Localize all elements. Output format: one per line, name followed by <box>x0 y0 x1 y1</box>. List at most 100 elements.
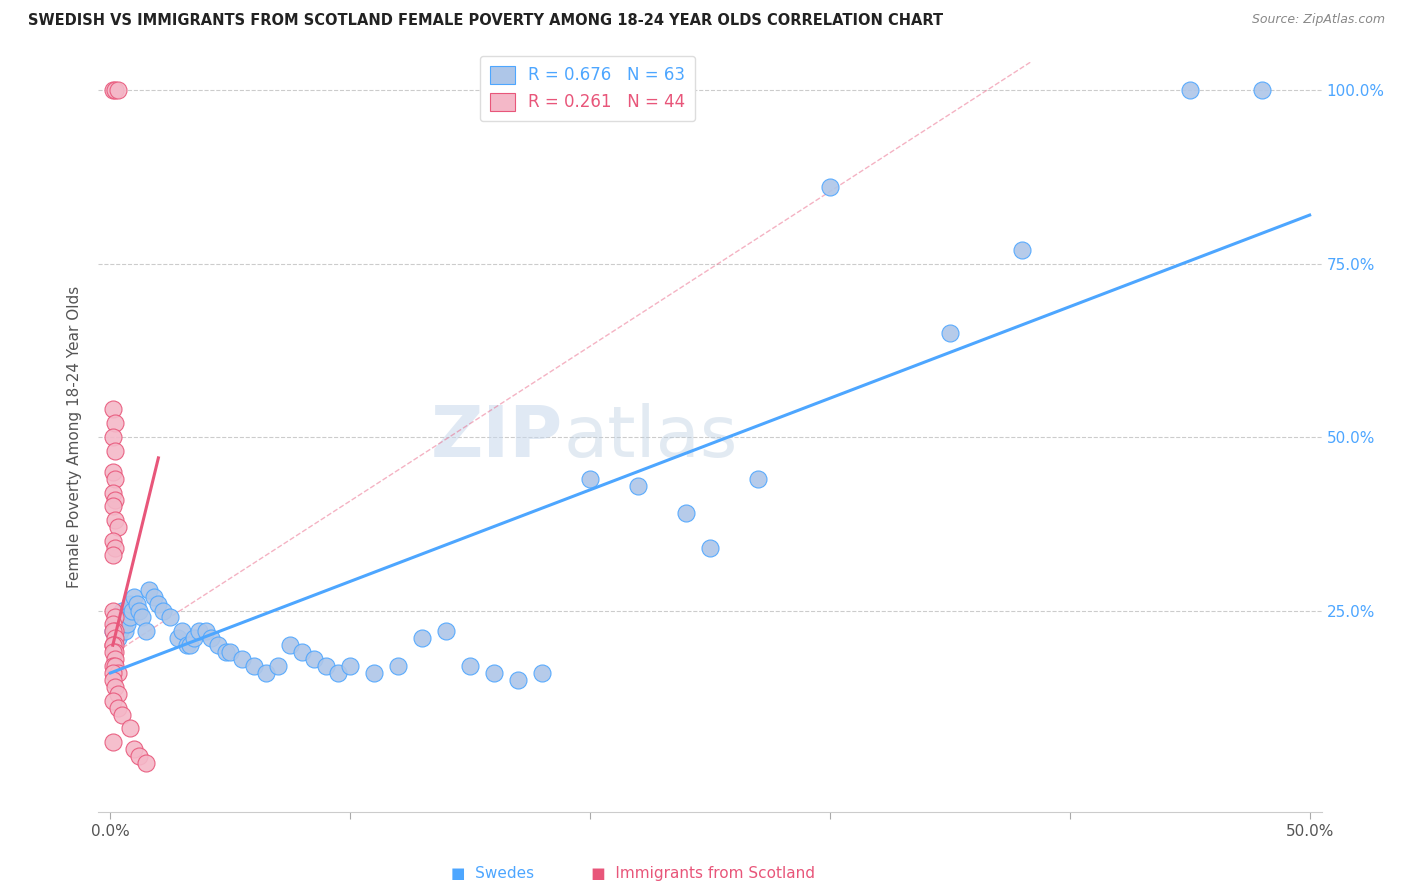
Point <box>219 645 242 659</box>
Point <box>148 597 170 611</box>
Point <box>131 610 153 624</box>
Point <box>363 665 385 680</box>
Point <box>107 700 129 714</box>
Point <box>101 673 124 687</box>
Point <box>111 617 134 632</box>
Point <box>278 638 301 652</box>
Point <box>214 645 236 659</box>
Point <box>166 632 188 646</box>
Point <box>128 749 150 764</box>
Point <box>254 665 277 680</box>
Point <box>104 652 127 666</box>
Point <box>101 624 124 639</box>
Point <box>101 665 124 680</box>
Text: SWEDISH VS IMMIGRANTS FROM SCOTLAND FEMALE POVERTY AMONG 18-24 YEAR OLDS CORRELA: SWEDISH VS IMMIGRANTS FROM SCOTLAND FEMA… <box>28 13 943 29</box>
Legend: R = 0.676   N = 63, R = 0.261   N = 44: R = 0.676 N = 63, R = 0.261 N = 44 <box>479 56 696 121</box>
Point <box>176 638 198 652</box>
Point <box>508 673 530 687</box>
Point <box>1250 83 1272 97</box>
Point <box>107 665 129 680</box>
Point <box>434 624 457 639</box>
Point <box>747 472 769 486</box>
Point <box>159 610 181 624</box>
Point <box>231 652 253 666</box>
Point <box>152 603 174 617</box>
Point <box>104 610 127 624</box>
Point <box>101 694 124 708</box>
Point <box>104 444 127 458</box>
Point <box>101 735 124 749</box>
Point <box>939 326 962 340</box>
Point <box>104 83 127 97</box>
Point <box>101 485 124 500</box>
Point <box>104 638 127 652</box>
Point <box>104 659 127 673</box>
Point <box>108 624 131 639</box>
Point <box>1178 83 1201 97</box>
Point <box>101 500 124 514</box>
Text: atlas: atlas <box>564 402 738 472</box>
Point <box>118 722 141 736</box>
Text: ■  Immigrants from Scotland: ■ Immigrants from Scotland <box>562 866 815 881</box>
Text: ZIP: ZIP <box>432 402 564 472</box>
Point <box>207 638 229 652</box>
Point <box>107 83 129 97</box>
Y-axis label: Female Poverty Among 18-24 Year Olds: Female Poverty Among 18-24 Year Olds <box>67 286 83 588</box>
Point <box>101 465 124 479</box>
Point <box>107 520 129 534</box>
Point <box>243 659 266 673</box>
Point <box>135 624 157 639</box>
Point <box>101 645 124 659</box>
Point <box>183 632 205 646</box>
Point <box>531 665 554 680</box>
Point <box>104 624 127 639</box>
Point <box>121 603 143 617</box>
Point <box>104 645 127 659</box>
Point <box>579 472 602 486</box>
Point <box>101 659 124 673</box>
Point <box>115 617 138 632</box>
Point <box>101 534 124 549</box>
Point <box>138 582 160 597</box>
Point <box>115 603 138 617</box>
Point <box>339 659 361 673</box>
Point <box>107 610 129 624</box>
Point <box>101 548 124 562</box>
Point <box>107 687 129 701</box>
Point <box>411 632 433 646</box>
Point <box>114 610 136 624</box>
Point <box>458 659 481 673</box>
Point <box>101 402 124 417</box>
Point <box>104 632 127 646</box>
Point <box>111 707 134 722</box>
Point <box>111 603 134 617</box>
Point <box>104 492 127 507</box>
Point <box>291 645 314 659</box>
Point <box>387 659 409 673</box>
Point <box>699 541 721 555</box>
Point <box>104 472 127 486</box>
Point <box>101 638 124 652</box>
Text: ■  Swedes: ■ Swedes <box>451 866 534 881</box>
Point <box>114 624 136 639</box>
Point <box>675 507 697 521</box>
Point <box>104 513 127 527</box>
Point <box>125 597 148 611</box>
Point <box>135 756 157 771</box>
Point <box>104 617 127 632</box>
Point <box>118 597 141 611</box>
Point <box>107 632 129 646</box>
Point <box>124 590 146 604</box>
Point <box>172 624 194 639</box>
Point <box>142 590 165 604</box>
Point <box>200 632 222 646</box>
Point <box>195 624 218 639</box>
Point <box>267 659 290 673</box>
Point <box>818 180 841 194</box>
Point <box>104 541 127 555</box>
Point <box>101 624 124 639</box>
Point <box>128 603 150 617</box>
Point <box>101 603 124 617</box>
Point <box>118 610 141 624</box>
Point <box>104 680 127 694</box>
